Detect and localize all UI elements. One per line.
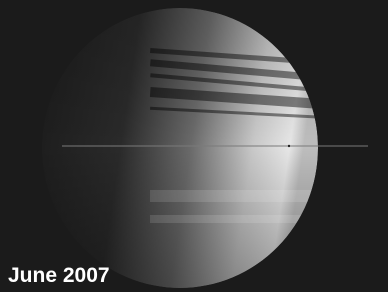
saturn-image: June 2007 [0, 0, 388, 292]
moon [288, 145, 290, 147]
page: June 2007 (() => { const data = JSON.par… [0, 0, 388, 292]
caption: June 2007 [8, 264, 110, 287]
